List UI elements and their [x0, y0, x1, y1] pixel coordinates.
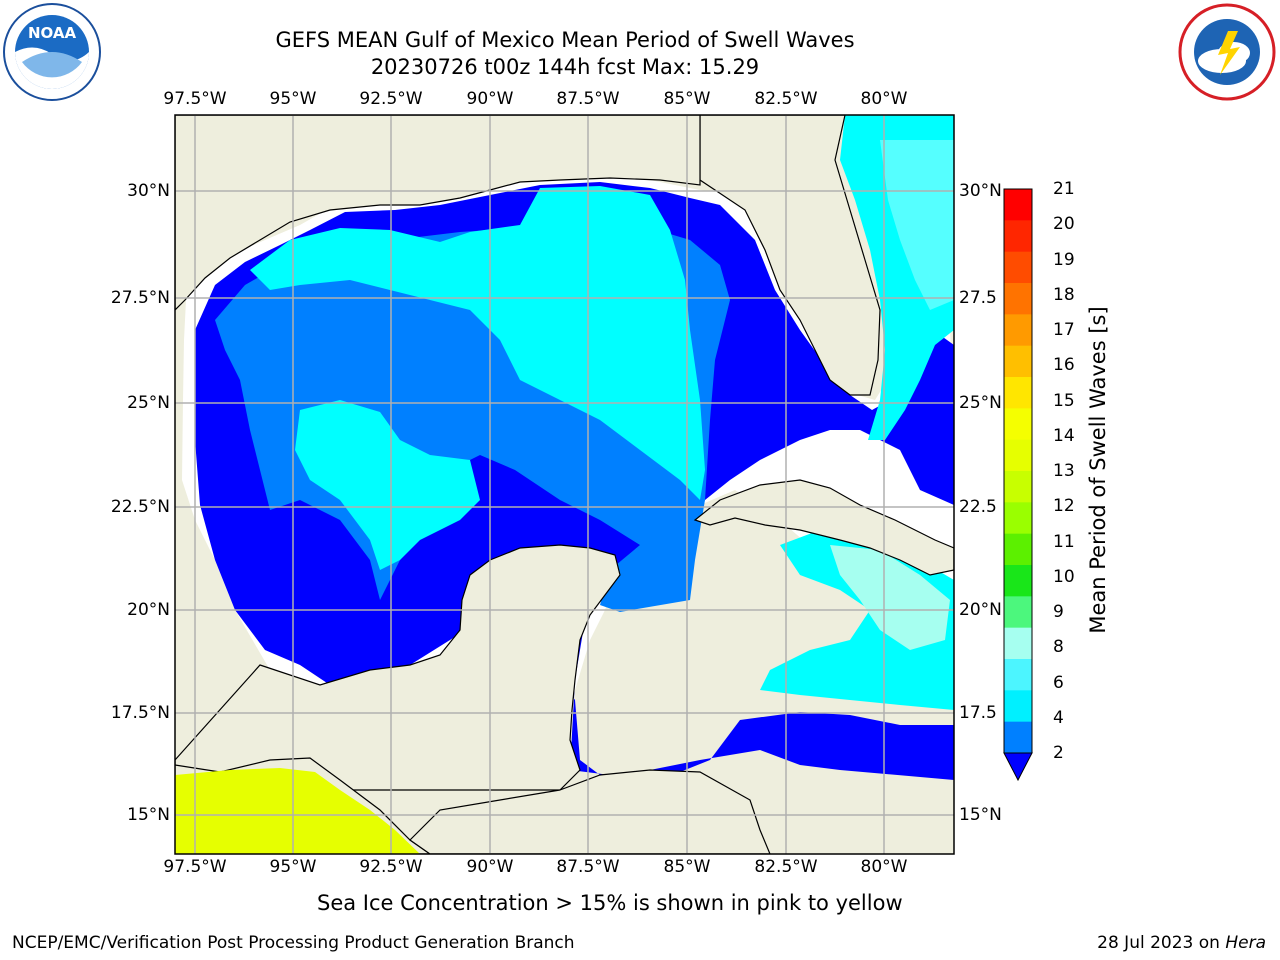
colorbar-cell: [1004, 627, 1032, 660]
colorbar-cell: [1004, 408, 1032, 441]
footer-host: Hera: [1225, 933, 1266, 953]
left-lat-tick: 30°N: [127, 181, 170, 201]
left-lat-tick: 22.5°N: [110, 497, 170, 517]
colorbar-tick: 10: [1053, 566, 1075, 587]
top-lon-tick: 87.5°W: [556, 89, 620, 109]
colorbar-cell: [1004, 471, 1032, 503]
cuba-land: [693, 479, 954, 576]
colorbar: [1003, 188, 1033, 782]
footer-credit: NCEP/EMC/Verification Post Processing Pr…: [12, 933, 575, 953]
colorbar-tick: 16: [1053, 355, 1075, 376]
colorbar-cell: [1004, 283, 1032, 315]
colorbar-tick: 6: [1053, 672, 1064, 693]
ice-region: [175, 768, 420, 854]
plot-subtitle: 20230726 t00z 144h fcst Max: 15.29: [370, 55, 760, 79]
yucatan-land: [175, 544, 621, 791]
colorbar-frame: [1003, 188, 1033, 754]
gulf-cyan-region: [295, 400, 480, 570]
gulf-cyan-region: [250, 186, 705, 500]
colorbar-tick: 11: [1053, 531, 1075, 552]
colorbar-tick: 14: [1053, 425, 1075, 446]
plot-title: GEFS MEAN Gulf of Mexico Mean Period of …: [275, 28, 855, 52]
colorbar-cell: [1004, 502, 1032, 535]
right-lat-tick: 25°N: [959, 393, 1002, 413]
colorbar-cell: [1004, 533, 1032, 566]
colorbar-tick: 21: [1053, 179, 1075, 199]
top-lon-tick: 82.5°W: [754, 89, 818, 109]
graticule: [175, 115, 954, 854]
right-lat-tick: 30°N: [959, 181, 1002, 201]
right-lat-tick: 15°N: [959, 805, 1002, 825]
colorbar-cell: [1004, 345, 1032, 378]
top-lon-tick: 92.5°W: [359, 89, 423, 109]
top-lon-tick: 97.5°W: [163, 89, 227, 109]
colorbar-tick: 9: [1053, 602, 1064, 622]
right-lat-tick: 20°N: [959, 600, 1002, 620]
colorbar-tick: 12: [1053, 496, 1075, 517]
top-lon-tick: 90°W: [466, 89, 514, 109]
florida-land: [699, 115, 881, 396]
bottom-lon-tick: 90°W: [466, 857, 514, 877]
map-frame: [174, 114, 955, 855]
north-land: [175, 115, 701, 311]
footer-date: 28 Jul 2023 on Hera: [1097, 933, 1266, 953]
colorbar-tick: 15: [1053, 390, 1075, 411]
colorbar-cell: [1004, 659, 1032, 691]
colorbar-tick: 19: [1053, 249, 1075, 270]
left-lat-tick: 27.5°N: [110, 288, 170, 308]
noaa-logo-text: NOAA: [28, 24, 77, 42]
colorbar-cell: [1004, 220, 1032, 253]
atlantic-lightcyan-region: [880, 140, 954, 310]
colorbar-tick: 8: [1053, 637, 1064, 658]
colorbar-tick: 13: [1053, 461, 1075, 481]
top-lon-tick: 85°W: [663, 89, 711, 109]
bottom-lon-tick: 87.5°W: [556, 857, 620, 877]
bottom-lon-tick: 95°W: [269, 857, 317, 877]
colorbar-tick: 20: [1053, 214, 1075, 235]
footer-date-text: 28 Jul 2023 on: [1097, 933, 1226, 953]
colorbar-cell: [1004, 377, 1032, 409]
colorbar-cell: [1004, 189, 1032, 221]
caribbean-lightcyan-region: [830, 545, 950, 650]
colorbar-label: Mean Period of Swell Waves [s]: [1086, 306, 1110, 634]
colorbar-tick: 17: [1053, 320, 1075, 340]
bottom-lon-tick: 92.5°W: [359, 857, 423, 877]
colorbar-tick: 2: [1053, 743, 1064, 763]
colorbar-cell: [1004, 596, 1032, 629]
right-lat-tick: 27.5: [959, 288, 997, 308]
colorbar-cell: [1004, 251, 1032, 284]
honduras-land: [409, 769, 771, 854]
colorbar-tick: 4: [1053, 707, 1064, 728]
right-lat-tick: 17.5: [959, 703, 997, 723]
left-lat-tick: 20°N: [127, 600, 170, 620]
colorbar-cell: [1004, 439, 1032, 472]
left-lat-tick: 17.5°N: [110, 703, 170, 723]
top-lon-tick: 95°W: [269, 89, 317, 109]
colorbar-cell: [1004, 690, 1032, 723]
right-lat-tick: 22.5: [959, 497, 997, 517]
bottom-lon-tick: 82.5°W: [754, 857, 818, 877]
nws-logo: [1178, 3, 1276, 101]
colorbar-tick: 18: [1053, 284, 1075, 305]
colorbar-extend-triangle: [1003, 752, 1033, 782]
colorbar-cell: [1004, 721, 1032, 754]
colorbar-cell: [1004, 314, 1032, 347]
bottom-lon-tick: 85°W: [663, 857, 711, 877]
colorbar-cell: [1004, 565, 1032, 597]
noaa-logo: NOAA: [2, 2, 102, 102]
left-lat-tick: 15°N: [127, 805, 170, 825]
bottom-lon-tick: 80°W: [860, 857, 908, 877]
sea-ice-note: Sea Ice Concentration > 15% is shown in …: [317, 891, 903, 915]
left-lat-tick: 25°N: [127, 393, 170, 413]
top-lon-tick: 80°W: [860, 89, 908, 109]
bottom-lon-tick: 97.5°W: [163, 857, 227, 877]
